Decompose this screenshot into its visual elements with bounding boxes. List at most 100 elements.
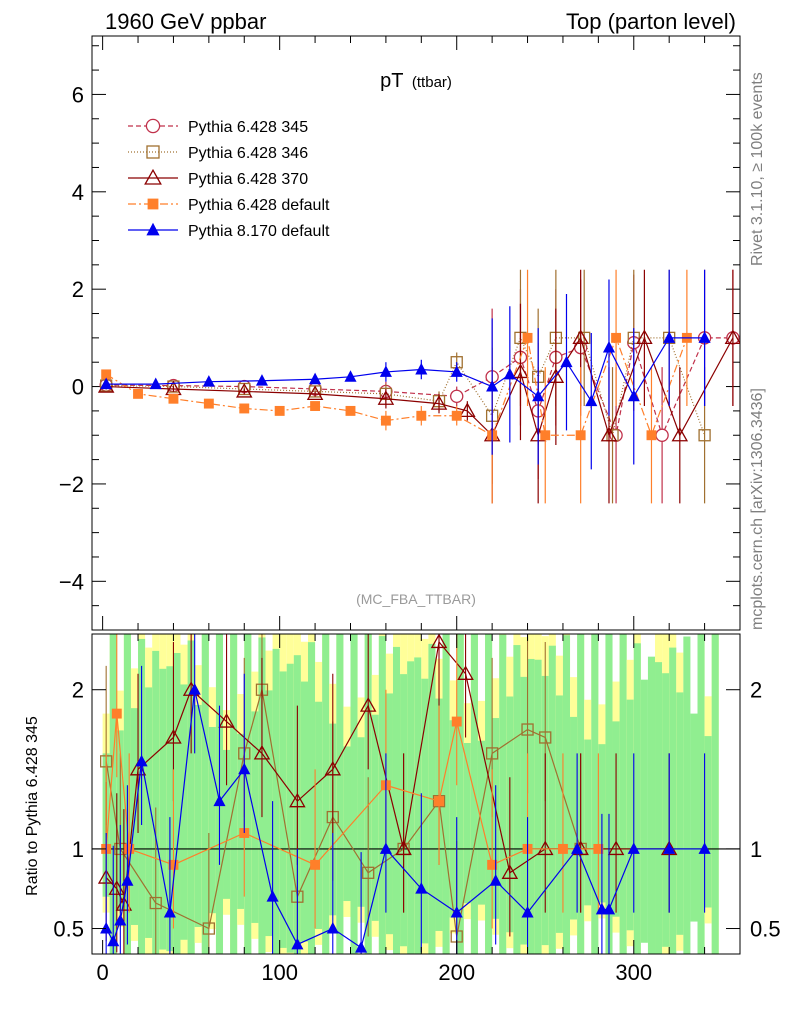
mcplots-label: mcplots.cern.ch [arXiv:1306.3436] — [749, 388, 766, 630]
legend-label: Pythia 6.428 346 — [188, 145, 308, 162]
data-point — [101, 369, 112, 380]
green-band — [308, 642, 316, 954]
green-band — [463, 742, 471, 904]
ratio-point — [602, 902, 616, 915]
ratio-point — [501, 864, 519, 879]
data-point — [459, 402, 476, 418]
data-point — [572, 329, 589, 345]
data-point — [655, 428, 669, 442]
data-point — [540, 430, 551, 441]
data-point — [203, 398, 214, 409]
ratio-point — [124, 843, 135, 854]
series-line — [105, 335, 688, 438]
green-band — [442, 634, 450, 954]
header-right: Top (parton level) — [566, 9, 736, 34]
data-point — [503, 367, 516, 380]
ratio-point — [188, 683, 201, 695]
legend-marker — [145, 118, 161, 134]
legend-label: Pythia 8.170 default — [188, 223, 330, 240]
data-point — [310, 401, 321, 411]
x-tick-label: 0 — [96, 960, 108, 985]
green-band — [640, 679, 648, 943]
data-point — [698, 429, 711, 442]
legend-label: Pythia 6.428 default — [188, 197, 330, 214]
green-band — [159, 668, 167, 950]
ratio-point — [451, 716, 462, 727]
series-1 — [100, 269, 711, 504]
data-point — [451, 410, 462, 421]
ratio-point — [607, 840, 625, 856]
green-band — [322, 634, 330, 954]
ratio-frame — [91, 633, 741, 955]
ratio-point — [487, 859, 498, 870]
series-2 — [97, 269, 740, 504]
ratio-point — [521, 723, 534, 736]
ratio-point — [202, 922, 216, 935]
data-point — [663, 331, 676, 343]
legend-marker — [146, 222, 160, 236]
series-4 — [100, 269, 711, 470]
green-band — [343, 746, 351, 902]
data-point — [560, 355, 573, 368]
green-band — [647, 656, 656, 954]
data-point — [309, 372, 322, 385]
data-point — [380, 415, 391, 426]
green-band — [279, 671, 287, 948]
ratio-point — [266, 890, 279, 902]
data-point — [379, 365, 392, 377]
data-point — [547, 368, 565, 383]
green-band — [350, 634, 358, 954]
ratio-point — [114, 913, 127, 926]
ratio-series-2 — [101, 634, 604, 929]
green-band — [562, 635, 571, 954]
green-band — [662, 673, 670, 947]
data-point — [522, 332, 533, 343]
data-point — [274, 405, 285, 416]
ratio-point — [149, 896, 162, 910]
legend-label: Pythia 6.428 345 — [188, 119, 308, 136]
series-line — [106, 337, 705, 403]
green-band — [378, 636, 386, 954]
y-tick-label: 0 — [72, 375, 84, 400]
ratio-y-tick-label: 1 — [72, 837, 84, 862]
y-tick-label: 4 — [72, 180, 84, 205]
ratio-point — [571, 842, 584, 854]
ratio-point — [539, 731, 552, 744]
x-tick-label: 300 — [615, 960, 652, 985]
green-band — [633, 643, 641, 954]
y-tick-label: −2 — [59, 472, 84, 497]
data-point — [486, 379, 499, 392]
green-band — [421, 678, 429, 944]
ratio-point — [521, 906, 534, 918]
data-point — [100, 377, 113, 390]
x-tick-label: 200 — [438, 960, 475, 985]
data-point — [532, 389, 545, 402]
legend-item: Pythia 6.428 346 — [128, 145, 308, 162]
green-band — [336, 634, 344, 954]
green-band — [300, 681, 308, 942]
green-band — [230, 634, 238, 954]
data-point — [450, 389, 464, 403]
data-point — [430, 395, 448, 410]
green-band — [180, 684, 188, 940]
green-band — [584, 739, 592, 906]
main-title-text: pT — [380, 70, 403, 92]
ratio-point — [415, 882, 428, 894]
ratio-point — [310, 859, 321, 870]
ratio-point — [536, 840, 554, 856]
watermark: (MC_FBA_TTBAR) — [356, 591, 476, 607]
green-band — [223, 749, 231, 899]
ratio-point — [362, 866, 375, 879]
legend-marker — [147, 198, 159, 210]
ratio-point — [291, 937, 304, 950]
green-band — [690, 713, 698, 922]
data-point — [602, 341, 616, 353]
legend-marker — [146, 145, 160, 159]
legend-item: Pythia 8.170 default — [128, 222, 330, 240]
ratio-point — [218, 713, 235, 728]
green-band — [655, 662, 663, 954]
ratio-series-3 — [100, 634, 711, 954]
y-tick-label: 2 — [72, 277, 84, 302]
x-tick-label: 100 — [261, 960, 298, 985]
